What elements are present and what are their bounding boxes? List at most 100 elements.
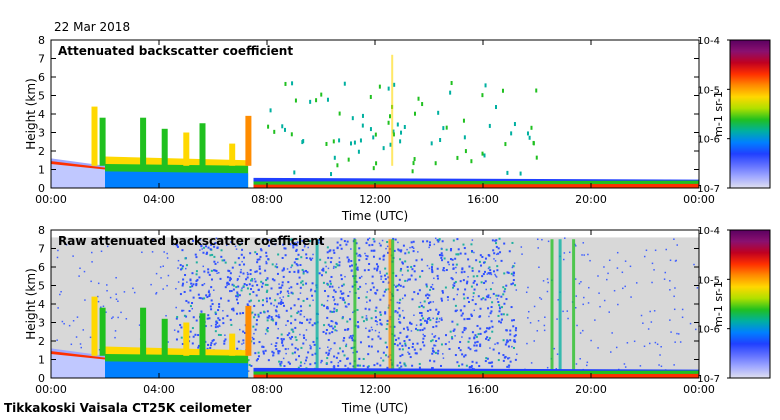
noise-pixel [218, 318, 221, 321]
noise-pixel [281, 281, 284, 284]
noise-pixel [543, 324, 546, 327]
noise-pixel [495, 239, 498, 242]
noise-pixel [435, 308, 438, 311]
noise-pixel [399, 250, 402, 253]
noise-pixel [376, 269, 379, 272]
noise-pixel [417, 251, 419, 253]
noise-pixel [509, 339, 512, 342]
noise-pixel [339, 347, 342, 350]
noise-pixel [255, 323, 258, 326]
noise-pixel [491, 330, 494, 333]
noise-pixel [456, 361, 459, 364]
noise-pixel [252, 338, 255, 341]
noise-pixel [649, 310, 651, 313]
cloud-speck [481, 93, 484, 98]
signal-streak [550, 239, 554, 373]
noise-pixel [681, 316, 684, 319]
noise-pixel [89, 336, 92, 339]
noise-pixel [295, 249, 298, 252]
noise-pixel [318, 272, 321, 275]
noise-pixel [293, 304, 296, 307]
noise-pixel [374, 319, 377, 322]
noise-pixel [673, 308, 676, 311]
noise-pixel [503, 242, 506, 245]
noise-pixel [294, 326, 297, 329]
noise-pixel [330, 347, 332, 350]
noise-pixel [401, 261, 404, 264]
noise-pixel [396, 344, 399, 347]
y-tick-label: 5 [38, 90, 45, 103]
noise-pixel [60, 290, 62, 293]
noise-pixel [386, 366, 389, 369]
noise-pixel [669, 280, 671, 282]
noise-pixel [328, 250, 331, 253]
noise-pixel [404, 252, 407, 255]
noise-pixel [364, 252, 366, 255]
noise-pixel [192, 316, 195, 319]
noise-pixel [300, 256, 303, 259]
noise-pixel [656, 343, 659, 345]
noise-pixel [230, 290, 233, 293]
noise-pixel [185, 299, 188, 302]
noise-pixel [151, 251, 154, 253]
noise-pixel [182, 309, 185, 312]
noise-pixel [115, 298, 118, 300]
noise-pixel [237, 257, 240, 260]
noise-pixel [491, 301, 494, 304]
noise-pixel [187, 301, 190, 304]
noise-pixel [235, 312, 238, 315]
noise-pixel [494, 275, 497, 277]
noise-pixel [256, 253, 259, 256]
y-tick-label: 0 [38, 182, 45, 195]
noise-pixel [272, 351, 275, 354]
noise-pixel [456, 293, 459, 296]
noise-pixel [319, 347, 321, 350]
noise-pixel [633, 340, 636, 343]
x-tick-label: 00:00 [683, 383, 715, 396]
noise-pixel [311, 324, 314, 327]
noise-pixel [202, 265, 205, 268]
noise-pixel [195, 273, 198, 276]
noise-pixel [337, 364, 340, 367]
noise-pixel [106, 245, 109, 248]
noise-pixel [240, 268, 242, 271]
noise-pixel [495, 245, 498, 248]
noise-pixel [411, 298, 414, 301]
noise-pixel [301, 280, 304, 283]
noise-pixel [486, 357, 489, 360]
noise-pixel [195, 282, 198, 285]
noise-pixel [278, 237, 281, 240]
noise-pixel [375, 263, 378, 266]
noise-pixel [205, 252, 208, 255]
noise-pixel [226, 314, 229, 317]
cloud-speck [449, 90, 452, 95]
noise-pixel [311, 257, 314, 260]
noise-pixel [213, 255, 216, 258]
noise-pixel [208, 293, 211, 296]
noise-pixel [260, 249, 263, 252]
noise-pixel [305, 356, 308, 359]
noise-pixel [541, 238, 543, 241]
noise-pixel [199, 297, 202, 300]
noise-pixel [208, 289, 210, 292]
noise-pixel [510, 283, 513, 286]
noise-pixel [564, 237, 566, 239]
cloud-speck [343, 81, 346, 86]
x-tick-label: 20:00 [575, 383, 607, 396]
noise-pixel [221, 259, 224, 262]
noise-pixel [547, 240, 550, 243]
noise-pixel [407, 347, 410, 350]
noise-pixel [248, 300, 251, 303]
panel1-ylabel: Height (km) [24, 78, 38, 149]
noise-pixel [410, 274, 413, 277]
noise-pixel [488, 266, 491, 269]
noise-pixel [259, 311, 262, 314]
noise-pixel [575, 245, 577, 247]
noise-pixel [379, 322, 382, 325]
noise-pixel [189, 289, 192, 292]
noise-pixel [228, 279, 231, 282]
noise-pixel [273, 304, 275, 307]
y-tick-label: 1 [38, 354, 45, 367]
noise-pixel [176, 244, 179, 247]
noise-pixel [348, 336, 351, 339]
